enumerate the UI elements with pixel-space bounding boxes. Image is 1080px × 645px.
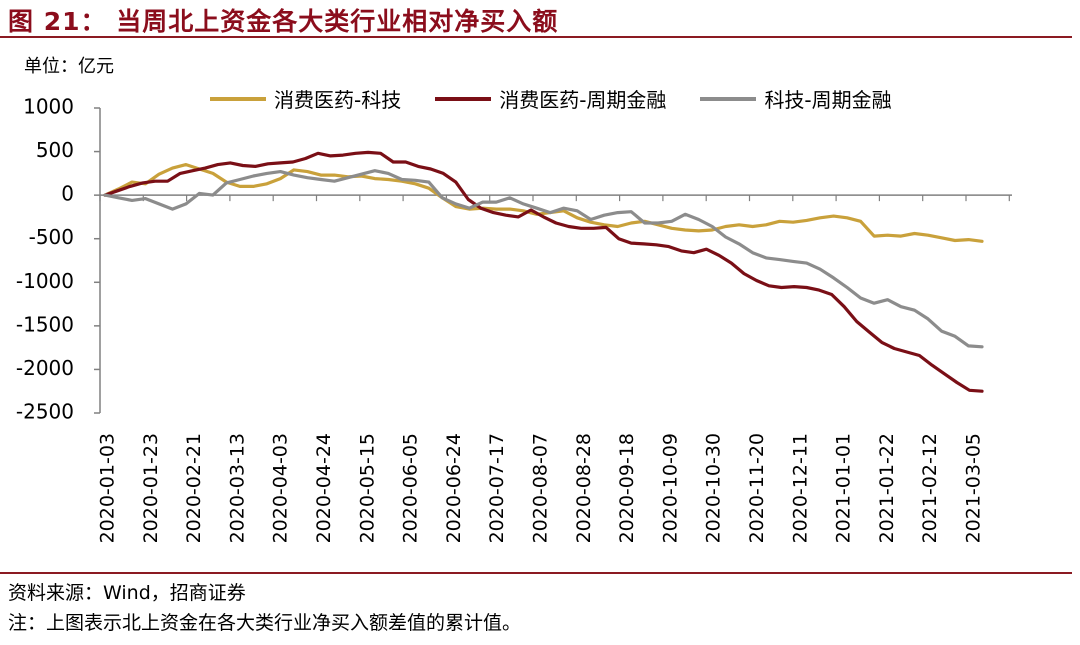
legend-item-series-3: 科技-周期金融 — [700, 84, 892, 113]
y-tick-label: 1000 — [23, 95, 74, 119]
series-line-2 — [103, 150, 984, 393]
x-tick-label: 2021-02-12 — [919, 433, 941, 543]
x-tick-label: 2020-07-17 — [486, 433, 508, 543]
x-tick-label: 2020-08-28 — [573, 433, 595, 543]
x-tick-label: 2021-01-01 — [833, 433, 855, 543]
x-tick-label: 2021-03-05 — [963, 433, 985, 543]
y-tick-label: -2500 — [16, 400, 74, 424]
y-tick-label: 500 — [36, 138, 74, 162]
x-tick-label: 2020-09-18 — [616, 433, 638, 543]
x-tick-label: 2020-10-30 — [703, 433, 725, 543]
footer-rule — [0, 572, 1072, 574]
y-tick-label: -2000 — [16, 356, 74, 380]
legend-item-series-1: 消费医药-科技 — [210, 84, 401, 113]
unit-label: 单位：亿元 — [24, 56, 114, 77]
chart-legend: 消费医药-科技 消费医药-周期金融 科技-周期金融 — [210, 84, 926, 113]
legend-label-series-3: 科技-周期金融 — [764, 88, 892, 112]
source-text: 资料来源：Wind，招商证券 — [8, 582, 246, 604]
x-tick-label: 2020-05-15 — [356, 433, 378, 543]
legend-label-series-2: 消费医药-周期金融 — [499, 88, 667, 112]
x-tick-label: 2020-01-23 — [140, 433, 162, 543]
legend-label-series-1: 消费医药-科技 — [274, 88, 402, 112]
series-line-1 — [103, 163, 984, 243]
legend-swatch-series-1 — [210, 96, 266, 101]
figure-title: 图 21： 当周北上资金各大类行业相对净买入额 — [8, 7, 559, 36]
series-line-3 — [103, 169, 984, 349]
x-tick-label: 2020-06-05 — [400, 433, 422, 543]
x-tick-label: 2020-11-20 — [746, 433, 768, 543]
y-tick-label: -1000 — [16, 269, 74, 293]
title-rule — [0, 36, 1072, 38]
x-tick-label: 2021-01-22 — [876, 433, 898, 543]
x-tick-label: 2020-12-11 — [789, 433, 811, 543]
x-tick-label: 2020-03-13 — [226, 433, 248, 543]
x-tick-label: 2020-04-24 — [313, 433, 335, 543]
y-tick-label: -500 — [29, 225, 74, 249]
y-tick-label: 0 — [61, 182, 74, 206]
legend-swatch-series-3 — [700, 96, 757, 101]
legend-swatch-series-2 — [435, 96, 492, 101]
note-text: 注：上图表示北上资金在各大类行业净买入额差值的累计值。 — [8, 612, 522, 634]
x-tick-label: 2020-02-21 — [183, 433, 205, 543]
x-tick-label: 2020-10-09 — [659, 433, 681, 543]
x-tick-label: 2020-01-03 — [97, 433, 119, 543]
x-tick-label: 2020-08-07 — [530, 433, 552, 543]
legend-item-series-2: 消费医药-周期金融 — [435, 84, 666, 113]
x-tick-label: 2020-06-24 — [443, 433, 465, 543]
y-tick-label: -1500 — [16, 312, 74, 336]
x-tick-label: 2020-04-03 — [270, 433, 292, 543]
